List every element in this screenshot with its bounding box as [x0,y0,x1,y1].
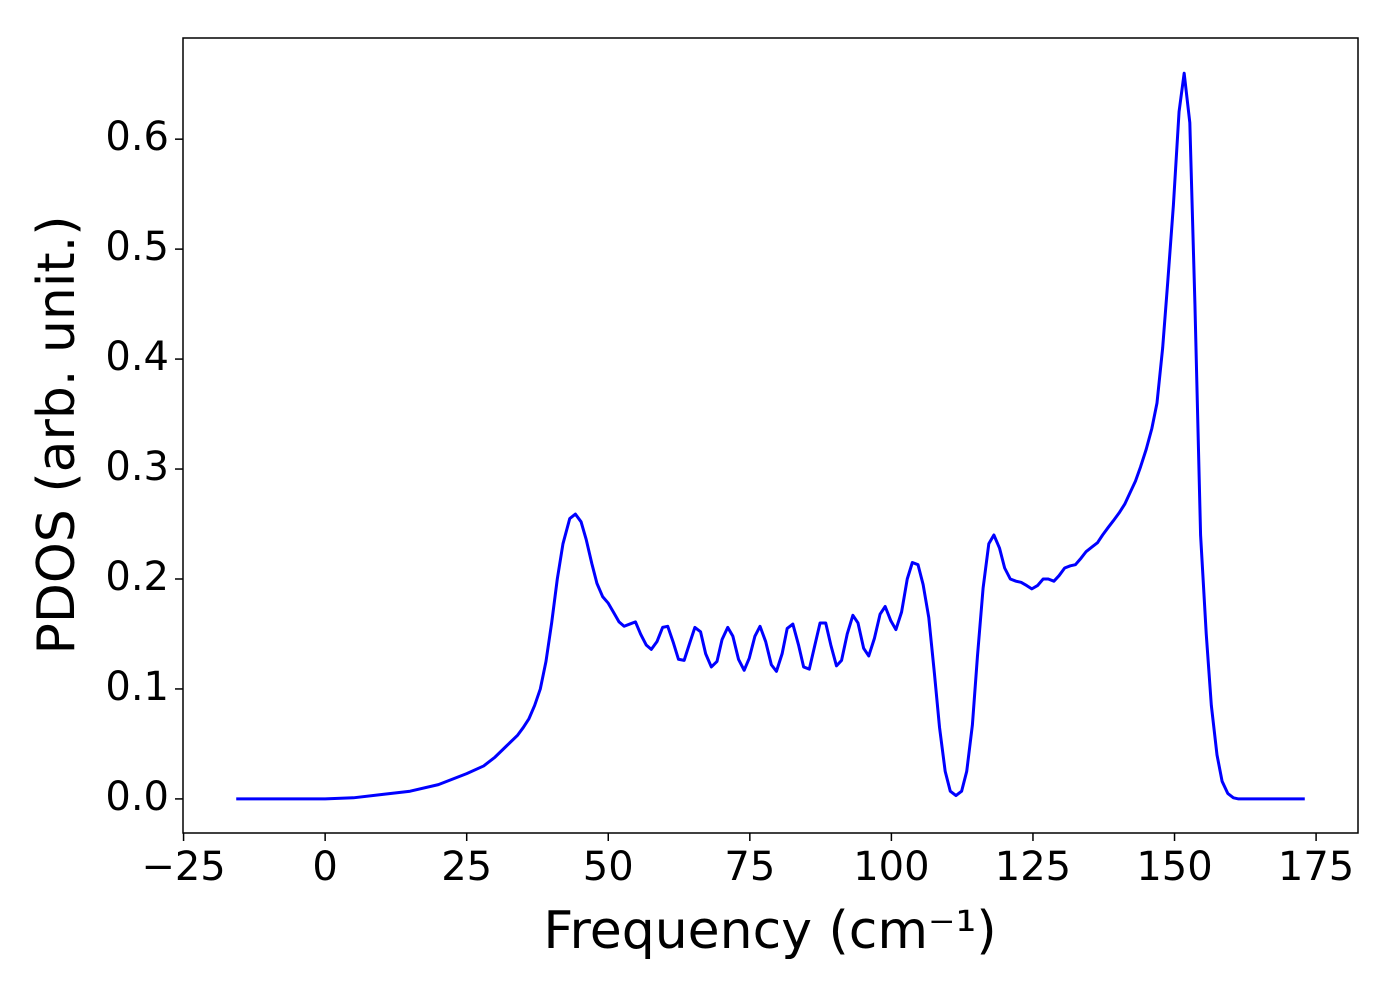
y-tick-label: 0.1 [105,664,169,710]
x-tick-label: 175 [1278,844,1354,890]
x-tick-label: 125 [995,844,1071,890]
x-tick-label: 75 [724,844,775,890]
line [236,71,1305,801]
y-tick-label: 0.4 [105,334,169,380]
x-tick-label: 0 [312,844,337,890]
y-tick-label: 0.2 [105,554,169,600]
x-tick-label: −25 [141,844,225,890]
y-tick-label: 0.3 [105,444,169,490]
y-tick-label: 0.6 [105,114,169,160]
x-tick-label: 50 [583,844,634,890]
x-tick-label: 25 [441,844,492,890]
x-tick-label: 100 [853,844,929,890]
plot-frame [182,37,1359,834]
y-axis-label: PDOS (arb. unit.) [27,215,87,654]
y-tick-label: 0.0 [105,774,169,820]
x-tick-label: 150 [1136,844,1212,890]
y-tick-label: 0.5 [105,224,169,270]
x-axis-label: Frequency (cm⁻¹) [543,901,996,961]
